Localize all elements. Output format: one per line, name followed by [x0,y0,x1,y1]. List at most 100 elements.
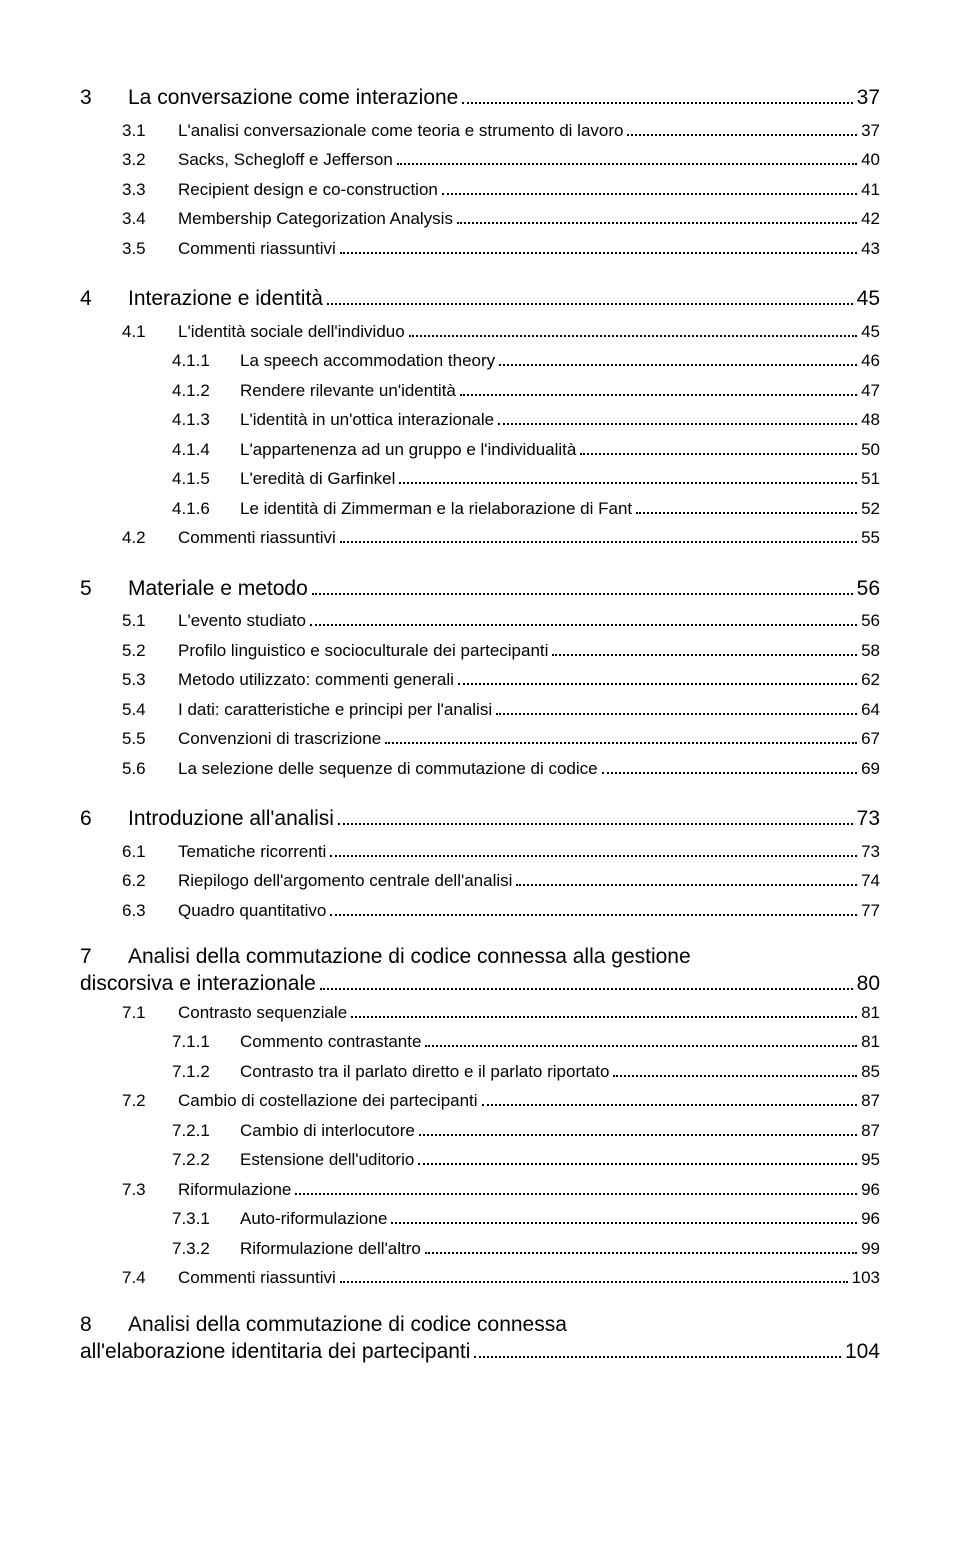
toc-page-number[interactable]: 58 [861,638,880,664]
toc-label[interactable]: Metodo utilizzato: commenti generali [178,667,454,693]
toc-label[interactable]: Commento contrastante [240,1029,421,1055]
toc-page-number[interactable]: 46 [861,348,880,374]
toc-label[interactable]: L'analisi conversazionale come teoria e … [178,118,623,144]
toc-page-number[interactable]: 47 [861,378,880,404]
toc-page-number[interactable]: 96 [861,1177,880,1203]
toc-label[interactable]: Commenti riassuntivi [178,1265,336,1291]
toc-label[interactable]: Cambio di costellazione dei partecipanti [178,1088,478,1114]
toc-label[interactable]: La selezione delle sequenze di commutazi… [178,756,598,782]
toc-label[interactable]: La speech accommodation theory [240,348,495,374]
toc-number: 6.3 [122,898,172,924]
toc-entry: 7.2.2Estensione dell'uditorio95 [80,1147,880,1173]
toc-leader-dots [418,1148,857,1165]
toc-entry: 7.1Contrasto sequenziale81 [80,1000,880,1026]
toc-leader-dots [552,638,857,655]
toc-label[interactable]: Commenti riassuntivi [178,236,336,262]
toc-label[interactable]: Recipient design e co-construction [178,177,438,203]
toc-label[interactable]: Contrasto tra il parlato diretto e il pa… [240,1059,609,1085]
toc-page-number[interactable]: 55 [861,525,880,551]
toc-label[interactable]: Analisi della commutazione di codice con… [128,945,691,969]
toc-page-number[interactable]: 51 [861,466,880,492]
toc-label[interactable]: Estensione dell'uditorio [240,1147,414,1173]
toc-page-number[interactable]: 69 [861,756,880,782]
toc-page-number[interactable]: 87 [861,1088,880,1114]
toc-page-number[interactable]: 37 [861,118,880,144]
toc-page-number[interactable]: 48 [861,407,880,433]
toc-number: 7.2.1 [172,1118,234,1144]
toc-label[interactable]: L'identità sociale dell'individuo [178,319,405,345]
toc-page-number[interactable]: 95 [861,1147,880,1173]
toc-page-number[interactable]: 40 [861,147,880,173]
toc-page-number[interactable]: 43 [861,236,880,262]
toc-page-number[interactable]: 103 [852,1265,880,1291]
toc-label[interactable]: Sacks, Schegloff e Jefferson [178,147,393,173]
toc-page-number[interactable]: 74 [861,868,880,894]
toc-page-number[interactable]: 45 [857,283,880,315]
toc-label[interactable]: I dati: caratteristiche e principi per l… [178,697,492,723]
toc-page-number[interactable]: 45 [861,319,880,345]
toc-label[interactable]: Riformulazione dell'altro [240,1236,421,1262]
toc-label[interactable]: Analisi della commutazione di codice con… [128,1313,567,1337]
toc-label[interactable]: Riepilogo dell'argomento centrale dell'a… [178,868,512,894]
toc-label[interactable]: Profilo linguistico e socioculturale dei… [178,638,548,664]
toc-page-number[interactable]: 104 [845,1340,880,1364]
toc-leader-dots [442,177,857,194]
toc-page-number[interactable]: 73 [857,803,880,835]
toc-number: 4.1.3 [172,407,234,433]
toc-page-number[interactable]: 41 [861,177,880,203]
toc-label[interactable]: L'evento studiato [178,608,306,634]
toc-number: 3.4 [122,206,172,232]
toc-label[interactable]: Interazione e identità [128,283,323,315]
toc-entry: 6.2Riepilogo dell'argomento centrale del… [80,868,880,894]
toc-label[interactable]: Tematiche ricorrenti [178,839,326,865]
toc-entry: 6.3Quadro quantitativo 77 [80,898,880,924]
toc-label[interactable]: Riformulazione [178,1177,291,1203]
toc-label[interactable]: Auto-riformulazione [240,1206,387,1232]
toc-page-number[interactable]: 52 [861,496,880,522]
toc-entry: 4.1.6Le identità di Zimmerman e la riela… [80,496,880,522]
toc-leader-dots [338,804,853,825]
toc-page-number[interactable]: 62 [861,667,880,693]
toc-label[interactable]: Commenti riassuntivi [178,525,336,551]
toc-label[interactable]: Contrasto sequenziale [178,1000,347,1026]
toc-leader-dots [330,898,857,915]
toc-number: 7.1.1 [172,1029,234,1055]
toc-number: 5.6 [122,756,172,782]
toc-page-number[interactable]: 56 [857,573,880,605]
toc-page-number[interactable]: 56 [861,608,880,634]
toc-label[interactable]: La conversazione come interazione [128,82,458,114]
toc-page-number[interactable]: 87 [861,1118,880,1144]
toc-label[interactable]: Introduzione all'analisi [128,803,334,835]
toc-number: 4.1.4 [172,437,234,463]
toc-label[interactable]: Le identità di Zimmerman e la rielaboraz… [240,496,632,522]
toc-page-number[interactable]: 77 [861,898,880,924]
toc-label-cont[interactable]: discorsiva e interazionale [80,972,316,996]
toc-label[interactable]: Convenzioni di trascrizione [178,726,381,752]
toc-page-number[interactable]: 42 [861,206,880,232]
toc-page-number[interactable]: 67 [861,726,880,752]
toc-page-number[interactable]: 96 [861,1206,880,1232]
toc-leader-dots [613,1060,857,1077]
toc-label[interactable]: Materiale e metodo [128,573,308,605]
toc-label[interactable]: Cambio di interlocutore [240,1118,415,1144]
toc-page-number[interactable]: 73 [861,839,880,865]
toc-page-number[interactable]: 81 [861,1029,880,1055]
toc-label[interactable]: Membership Categorization Analysis [178,206,453,232]
toc-label[interactable]: L'eredità di Garfinkel [240,466,395,492]
toc-label[interactable]: L'appartenenza ad un gruppo e l'individu… [240,437,576,463]
toc-page-number[interactable]: 37 [857,82,880,114]
toc-page-number[interactable]: 64 [861,697,880,723]
toc-number: 7 [80,945,122,969]
toc-label[interactable]: Rendere rilevante un'identità [240,378,456,404]
toc-entry: 4.2Commenti riassuntivi55 [80,525,880,551]
toc-page-number[interactable]: 81 [861,1000,880,1026]
toc-entry: 3.5Commenti riassuntivi43 [80,236,880,262]
toc-entry: 4.1.4L'appartenenza ad un gruppo e l'ind… [80,437,880,463]
toc-page-number[interactable]: 50 [861,437,880,463]
toc-page-number[interactable]: 85 [861,1059,880,1085]
toc-page-number[interactable]: 80 [857,972,880,996]
toc-page-number[interactable]: 99 [861,1236,880,1262]
toc-label[interactable]: L'identità in un'ottica interazionale [240,407,494,433]
toc-label-cont[interactable]: all'elaborazione identitaria dei parteci… [80,1340,470,1364]
toc-label[interactable]: Quadro quantitativo [178,898,326,924]
